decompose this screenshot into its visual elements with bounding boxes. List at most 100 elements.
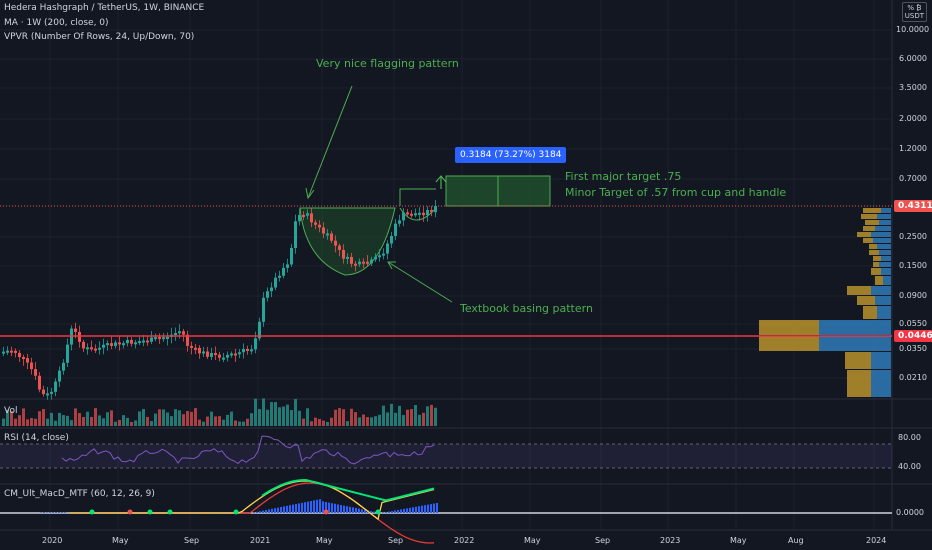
macd-pane-label[interactable]: CM_Ult_MacD_MTF (60, 12, 26, 9) bbox=[4, 489, 155, 499]
vpvr-bar-down bbox=[861, 214, 877, 219]
volume-bar bbox=[434, 407, 437, 426]
macd-hist-bar bbox=[394, 510, 396, 513]
volume-bar bbox=[126, 417, 129, 426]
candle-body bbox=[402, 212, 405, 221]
basing-arrow[interactable] bbox=[387, 261, 453, 303]
rsi-pane-label[interactable]: RSI (14, close) bbox=[4, 433, 69, 443]
candle-body bbox=[322, 227, 325, 234]
volume-bar bbox=[254, 398, 257, 426]
macd-hist-bar bbox=[268, 509, 270, 513]
macd-hist-bar bbox=[322, 501, 324, 513]
macd-hist-bar bbox=[58, 512, 60, 513]
macd-hist-bar bbox=[298, 503, 300, 513]
candle-body bbox=[306, 213, 309, 216]
volume-pane-label[interactable]: Vol bbox=[4, 406, 18, 416]
volume-bar bbox=[258, 409, 261, 426]
volume-bar bbox=[102, 418, 105, 426]
volume-bar bbox=[38, 411, 41, 426]
volume-bar bbox=[158, 409, 161, 426]
macd-histogram bbox=[40, 499, 438, 514]
macd-hist-bar bbox=[55, 512, 57, 513]
volume-bar bbox=[394, 412, 397, 426]
macd-hist-bar bbox=[430, 504, 432, 513]
macd-hist-bar bbox=[328, 502, 330, 513]
candle-body bbox=[266, 291, 269, 298]
price-axis-label: 0.2500 bbox=[899, 232, 927, 241]
volume-bar bbox=[370, 417, 373, 426]
candle-body bbox=[382, 253, 385, 256]
macd-hist-bar bbox=[310, 501, 312, 513]
cup-shape[interactable] bbox=[299, 207, 396, 276]
candle-body bbox=[338, 245, 341, 251]
volume-bar bbox=[270, 402, 273, 426]
volume-bar bbox=[290, 410, 293, 426]
volume-bar bbox=[366, 417, 369, 426]
volume-bar bbox=[222, 419, 225, 426]
volume-bar bbox=[134, 420, 137, 426]
volume-bar bbox=[406, 409, 409, 426]
candle-body bbox=[122, 343, 125, 346]
candle-body bbox=[278, 275, 281, 278]
candle-body bbox=[330, 233, 333, 241]
volume-bar bbox=[302, 418, 305, 426]
candle-body bbox=[162, 337, 165, 340]
time-axis-label: May bbox=[316, 536, 333, 545]
candle-body bbox=[138, 341, 141, 344]
macd-hist-bar bbox=[364, 509, 366, 513]
volume-bar bbox=[58, 412, 61, 426]
volume-bar bbox=[282, 406, 285, 426]
up-arrow-head-icon bbox=[435, 175, 447, 183]
ma-indicator-label[interactable]: MA · 1W (200, close, 0) bbox=[4, 18, 109, 28]
macd-hist-bar bbox=[433, 503, 435, 513]
position-tool-label[interactable]: 0.3184 (73.27%) 3184 bbox=[455, 147, 567, 163]
candle-body bbox=[150, 337, 153, 342]
basing-annotation[interactable]: Textbook basing pattern bbox=[460, 302, 593, 315]
macd-hist-bar bbox=[412, 507, 414, 513]
volume-bar bbox=[114, 421, 117, 426]
currency-unit-badge[interactable]: % ₿ USDT bbox=[901, 2, 927, 22]
flag-annotation[interactable]: Very nice flagging pattern bbox=[316, 57, 459, 70]
candle-body bbox=[18, 352, 21, 358]
flag-arrow-head-icon bbox=[305, 187, 315, 200]
volume-bar bbox=[414, 404, 417, 426]
volume-bar bbox=[198, 419, 201, 426]
vpvr-bar-down bbox=[863, 238, 873, 243]
candle-body bbox=[146, 340, 149, 343]
candle-body bbox=[286, 264, 289, 268]
candle-body bbox=[38, 375, 41, 390]
target2-annotation[interactable]: Minor Target of .57 from cup and handle bbox=[565, 186, 787, 199]
candle-body bbox=[22, 357, 25, 360]
symbol-title[interactable]: Hedera Hashgraph / TetherUS, 1W, BINANCE bbox=[4, 3, 205, 13]
candle-body bbox=[82, 341, 85, 349]
candle-body bbox=[230, 353, 233, 356]
target1-annotation[interactable]: First major target .75 bbox=[565, 170, 682, 183]
vpvr-bar-up bbox=[819, 320, 891, 335]
macd-cross-dot bbox=[89, 509, 95, 515]
volume-bar bbox=[330, 417, 333, 426]
vpvr-bar-up bbox=[879, 262, 891, 267]
volume-bar bbox=[398, 405, 401, 426]
candle-body bbox=[178, 331, 181, 334]
pane-separators[interactable] bbox=[0, 0, 932, 531]
volume-bar bbox=[266, 409, 269, 426]
candle-body bbox=[314, 222, 317, 225]
flag-arrow[interactable] bbox=[307, 85, 353, 199]
macd-hist-bar bbox=[286, 505, 288, 513]
volume-bar bbox=[6, 409, 9, 426]
candle-body bbox=[222, 357, 225, 360]
vpvr-indicator-label[interactable]: VPVR (Number Of Rows, 24, Up/Down, 70) bbox=[4, 32, 195, 42]
price-axis-label: 0.0900 bbox=[899, 291, 927, 300]
volume-bar bbox=[90, 416, 93, 426]
candle-body bbox=[54, 381, 57, 392]
vpvr-bar-down bbox=[857, 296, 875, 305]
vpvr-bar-down bbox=[873, 262, 879, 267]
macd-hist-bar bbox=[415, 506, 417, 513]
vpvr-bar-down bbox=[869, 244, 877, 249]
candle-body bbox=[14, 350, 17, 353]
time-axis-label: May bbox=[730, 536, 747, 545]
macd-hist-bar bbox=[370, 511, 372, 513]
candle-body bbox=[354, 263, 357, 266]
volume-bar bbox=[234, 420, 237, 426]
candle-body bbox=[186, 334, 189, 346]
